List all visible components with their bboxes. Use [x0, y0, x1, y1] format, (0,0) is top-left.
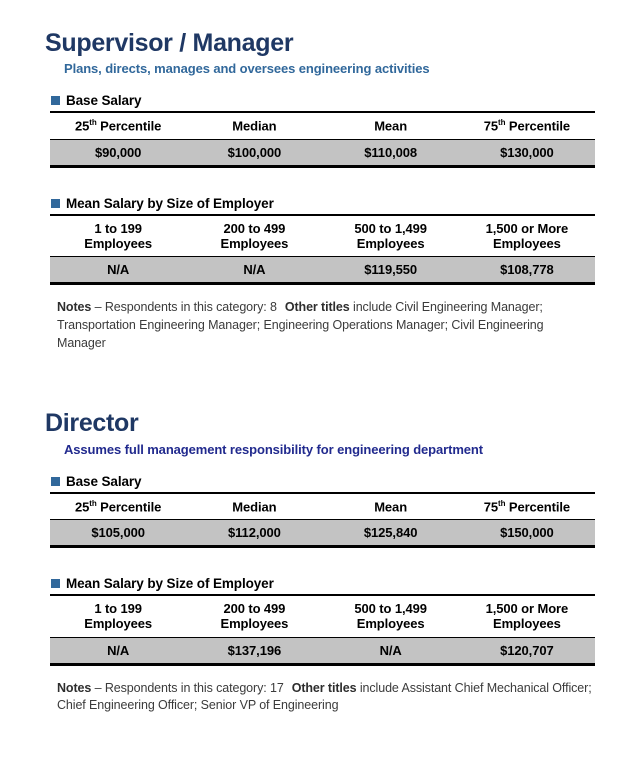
table-header-row: 25th Percentile Median Mean 75th Percent… — [50, 112, 595, 140]
table-value-row: $90,000 $100,000 $110,008 $130,000 — [50, 139, 595, 167]
column-header-25th-percentile: 25th Percentile — [50, 492, 187, 521]
salary-value: N/A — [186, 256, 323, 284]
table-header-row: 1 to 199 Employees 200 to 499 Employees 50… — [50, 595, 595, 638]
section-director: Director Assumes full management respons… — [45, 409, 595, 716]
salary-value: $125,840 — [322, 519, 459, 547]
salary-value: $119,550 — [322, 256, 459, 284]
section-supervisor-manager: Supervisor / Manager Plans, directs, man… — [45, 29, 595, 352]
table-header-row: 1 to 199 Employees 200 to 499 Employees 50… — [50, 214, 595, 258]
salary-value: $108,778 — [458, 256, 595, 284]
salary-value: $130,000 — [458, 139, 595, 167]
salary-value: $105,000 — [50, 519, 187, 547]
mean-salary-label: Mean Salary by Size of Employer — [66, 576, 274, 592]
base-salary-label: Base Salary — [66, 473, 142, 489]
notes-paragraph: Notes – Respondents in this category: 17… — [57, 680, 595, 716]
column-header-mean: Mean — [322, 112, 459, 140]
mean-salary-by-size-table: 1 to 199 Employees 200 to 499 Employees 50… — [50, 213, 595, 286]
table-value-row: N/A N/A $119,550 $108,778 — [50, 256, 595, 284]
notes-text: include Assistant Chief Mechanical Offic… — [57, 680, 592, 713]
other-titles-label: Other titles — [291, 680, 357, 695]
salary-value: $90,000 — [50, 139, 187, 167]
square-bullet-icon — [51, 96, 60, 106]
salary-value: $137,196 — [186, 637, 323, 665]
section-title: Supervisor / Manager — [45, 29, 294, 57]
square-bullet-icon — [51, 579, 60, 589]
mean-salary-label: Mean Salary by Size of Employer — [66, 195, 274, 211]
column-header-mean: Mean — [322, 492, 459, 521]
column-header-1-199: 1 to 199 Employees — [50, 214, 187, 258]
column-header-median: Median — [186, 112, 323, 140]
mean-salary-header: Mean Salary by Size of Employer — [51, 576, 594, 591]
base-salary-header: Base Salary — [51, 93, 594, 108]
column-header-1500-more: 1,500 or More Employees — [458, 595, 595, 638]
notes-label: Notes — [57, 680, 92, 695]
section-description: Plans, directs, manages and oversees eng… — [64, 61, 430, 77]
notes-text: – Respondents in this category: 17 — [91, 680, 284, 695]
column-header-1-199: 1 to 199 Employees — [50, 595, 187, 638]
square-bullet-icon — [51, 476, 60, 486]
base-salary-label: Base Salary — [66, 93, 142, 109]
mean-salary-header: Mean Salary by Size of Employer — [51, 196, 594, 211]
notes-text: include Civil Engineering Manager; Trans… — [57, 300, 544, 350]
salary-value: N/A — [50, 256, 187, 284]
column-header-200-499: 200 to 499 Employees — [186, 595, 323, 638]
column-header-1500-more: 1,500 or More Employees — [458, 214, 595, 258]
column-header-500-1499: 500 to 1,499 Employees — [322, 595, 459, 638]
salary-value: N/A — [50, 637, 187, 665]
base-salary-table: 25th Percentile Median Mean 75th Percent… — [50, 491, 595, 549]
table-value-row: $105,000 $112,000 $125,840 $150,000 — [50, 519, 595, 547]
table-header-row: 25th Percentile Median Mean 75th Percent… — [50, 492, 595, 521]
square-bullet-icon — [51, 198, 60, 208]
column-header-500-1499: 500 to 1,499 Employees — [322, 214, 459, 258]
notes-paragraph: Notes – Respondents in this category: 8 O… — [57, 299, 595, 352]
base-salary-table: 25th Percentile Median Mean 75th Percent… — [50, 111, 595, 168]
salary-value: $100,000 — [186, 139, 323, 167]
column-header-200-499: 200 to 499 Employees — [186, 214, 323, 258]
column-header-75th-percentile: 75th Percentile — [458, 492, 595, 521]
salary-value: $110,008 — [322, 139, 459, 167]
base-salary-header: Base Salary — [51, 474, 594, 489]
salary-value: $150,000 — [458, 519, 595, 547]
notes-label: Notes — [57, 300, 92, 315]
salary-value: $120,707 — [458, 637, 595, 665]
other-titles-label: Other titles — [284, 300, 350, 315]
column-header-25th-percentile: 25th Percentile — [50, 112, 187, 140]
table-value-row: N/A $137,196 N/A $120,707 — [50, 637, 595, 665]
salary-value: N/A — [322, 637, 459, 665]
salary-value: $112,000 — [186, 519, 323, 547]
notes-text: – Respondents in this category: 8 — [91, 300, 277, 315]
column-header-75th-percentile: 75th Percentile — [458, 112, 595, 140]
section-description: Assumes full management responsibility f… — [64, 441, 483, 457]
column-header-median: Median — [186, 492, 323, 521]
section-title: Director — [45, 409, 139, 438]
mean-salary-by-size-table: 1 to 199 Employees 200 to 499 Employees 50… — [50, 594, 595, 666]
